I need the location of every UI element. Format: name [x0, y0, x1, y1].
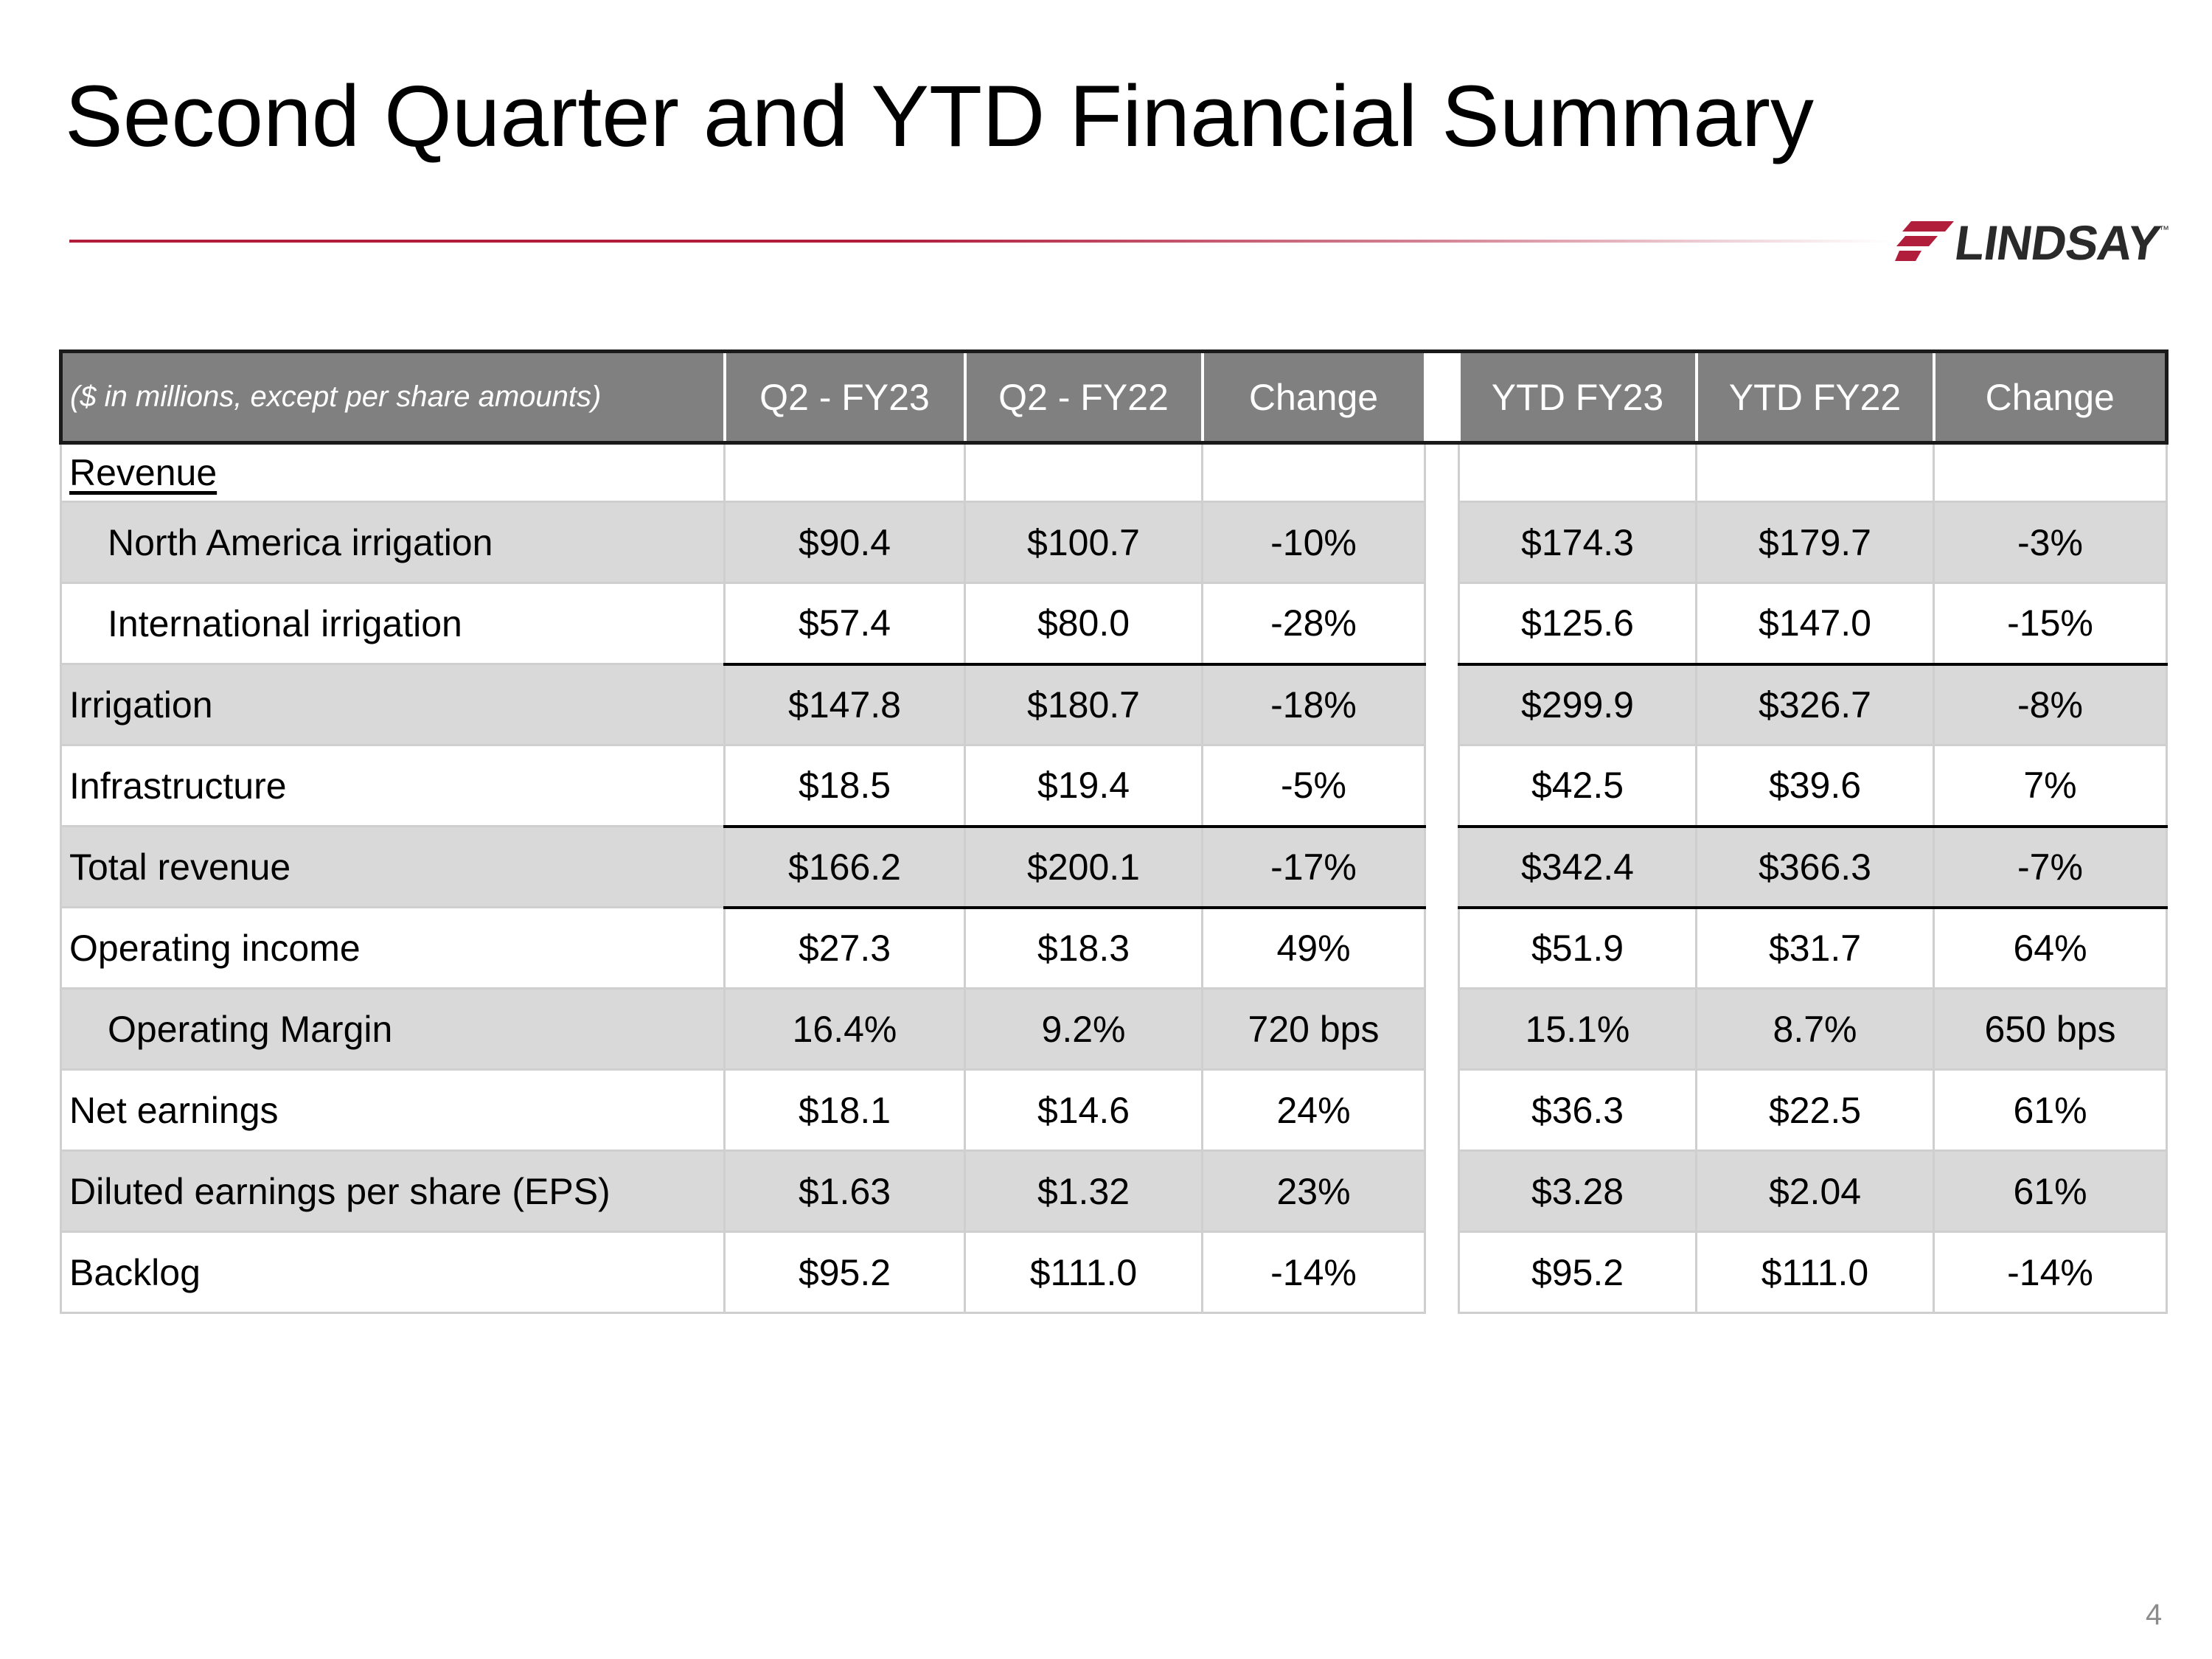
- cell: $111.0: [964, 1231, 1203, 1314]
- cell: 15.1%: [1458, 987, 1697, 1071]
- cell: $18.1: [723, 1068, 966, 1152]
- cell: $90.4: [723, 501, 966, 584]
- cell: -14%: [1201, 1231, 1426, 1314]
- cell: $180.7: [964, 663, 1203, 746]
- cell: 61%: [1933, 1068, 2168, 1152]
- cell: $366.3: [1695, 825, 1935, 909]
- table-row: Infrastructure $18.5 $19.4 -5% $42.5 $39…: [60, 744, 2168, 828]
- cell: 64%: [1933, 906, 2168, 990]
- cell: -3%: [1933, 501, 2168, 584]
- lindsay-stripes-icon: [1895, 221, 1954, 261]
- column-header: YTD FY23: [1457, 349, 1698, 445]
- cell: -7%: [1933, 825, 2168, 909]
- row-label: Infrastructure: [60, 744, 726, 827]
- cell: $179.7: [1695, 501, 1935, 584]
- cell: 7%: [1933, 744, 2168, 828]
- cell: -8%: [1933, 663, 2168, 746]
- cell: $31.7: [1695, 906, 1935, 990]
- column-header: YTD FY22: [1694, 349, 1935, 445]
- row-label: Operating Margin: [60, 987, 726, 1071]
- table-header-row: ($ in millions, except per share amounts…: [59, 349, 2168, 445]
- cell: $95.2: [723, 1231, 966, 1314]
- cell: 49%: [1201, 906, 1426, 990]
- cell: 16.4%: [723, 987, 966, 1071]
- cell: -14%: [1933, 1231, 2168, 1314]
- cell: $36.3: [1458, 1068, 1697, 1152]
- cell: -15%: [1933, 582, 2168, 666]
- cell: 61%: [1933, 1150, 2168, 1233]
- cell: $39.6: [1695, 744, 1935, 828]
- cell: $200.1: [964, 825, 1203, 909]
- cell: 8.7%: [1695, 987, 1935, 1071]
- cell: 9.2%: [964, 987, 1203, 1071]
- logo-wordmark: LINDSAY: [1951, 215, 2163, 270]
- table-row: International irrigation $57.4 $80.0 -28…: [60, 582, 2168, 666]
- row-label: Operating income: [60, 906, 726, 990]
- row-label: Irrigation: [60, 663, 726, 746]
- cell: $57.4: [723, 582, 966, 666]
- cell: -5%: [1201, 744, 1426, 828]
- table-row: Diluted earnings per share (EPS) $1.63 $…: [60, 1150, 2168, 1233]
- cell: 24%: [1201, 1068, 1426, 1152]
- cell: $174.3: [1458, 501, 1697, 584]
- column-header: Q2 - FY23: [723, 349, 967, 445]
- table-row: Irrigation $147.8 $180.7 -18% $299.9 $32…: [60, 663, 2168, 746]
- cell: $111.0: [1695, 1231, 1935, 1314]
- section-row: Revenue: [60, 442, 2168, 503]
- row-label: Total revenue: [60, 825, 726, 908]
- cell: $299.9: [1458, 663, 1697, 746]
- cell: $100.7: [964, 501, 1203, 584]
- cell: $18.3: [964, 906, 1203, 990]
- cell: $42.5: [1458, 744, 1697, 828]
- row-label: International irrigation: [60, 582, 726, 665]
- cell: $342.4: [1458, 825, 1697, 909]
- cell: $125.6: [1458, 582, 1697, 666]
- cell: $14.6: [964, 1068, 1203, 1152]
- page-title: Second Quarter and YTD Financial Summary: [65, 68, 1814, 165]
- cell: -10%: [1201, 501, 1426, 584]
- row-label: Diluted earnings per share (EPS): [60, 1150, 726, 1233]
- section-label: Revenue: [60, 442, 726, 503]
- column-header: Change: [1932, 349, 2168, 445]
- cell: $147.8: [723, 663, 966, 746]
- cell: $95.2: [1458, 1231, 1697, 1314]
- cell: -18%: [1201, 663, 1426, 746]
- page-number: 4: [2146, 1599, 2163, 1631]
- cell: $166.2: [723, 825, 966, 909]
- title-divider: [69, 240, 1891, 243]
- cell: $147.0: [1695, 582, 1935, 666]
- row-label: Backlog: [60, 1231, 726, 1314]
- column-spacer: [1423, 349, 1461, 445]
- cell: $2.04: [1695, 1150, 1935, 1233]
- table-row: North America irrigation $90.4 $100.7 -1…: [60, 501, 2168, 584]
- cell: 23%: [1201, 1150, 1426, 1233]
- table-row: Total revenue $166.2 $200.1 -17% $342.4 …: [60, 825, 2168, 909]
- cell: $1.32: [964, 1150, 1203, 1233]
- row-label: North America irrigation: [60, 501, 726, 584]
- cell: $22.5: [1695, 1068, 1935, 1152]
- units-note: ($ in millions, except per share amounts…: [59, 349, 726, 445]
- column-header: Change: [1200, 349, 1427, 445]
- trademark-symbol: ™: [2159, 223, 2169, 235]
- cell: $80.0: [964, 582, 1203, 666]
- cell: 720 bps: [1201, 987, 1426, 1071]
- financial-summary-table: ($ in millions, except per share amounts…: [59, 349, 2168, 1314]
- cell: $27.3: [723, 906, 966, 990]
- cell: -17%: [1201, 825, 1426, 909]
- cell: -28%: [1201, 582, 1426, 666]
- table-row: Backlog $95.2 $111.0 -14% $95.2 $111.0 -…: [60, 1231, 2168, 1314]
- row-label: Net earnings: [60, 1068, 726, 1152]
- table-row: Operating income $27.3 $18.3 49% $51.9 $…: [60, 906, 2168, 990]
- cell: $51.9: [1458, 906, 1697, 990]
- table-row: Operating Margin 16.4% 9.2% 720 bps 15.1…: [60, 987, 2168, 1071]
- cell: $3.28: [1458, 1150, 1697, 1233]
- company-logo: LINDSAY ™: [1895, 215, 2169, 270]
- cell: $326.7: [1695, 663, 1935, 746]
- column-header: Q2 - FY22: [963, 349, 1204, 445]
- cell: $19.4: [964, 744, 1203, 828]
- table-row: Net earnings $18.1 $14.6 24% $36.3 $22.5…: [60, 1068, 2168, 1152]
- cell: $18.5: [723, 744, 966, 828]
- cell: $1.63: [723, 1150, 966, 1233]
- cell: 650 bps: [1933, 987, 2168, 1071]
